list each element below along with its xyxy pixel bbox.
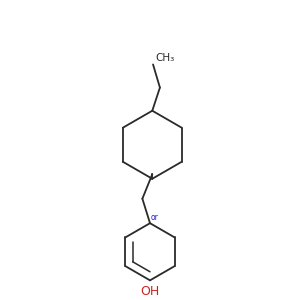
Text: CH₃: CH₃: [155, 52, 175, 63]
Text: or: or: [151, 213, 158, 222]
Text: OH: OH: [140, 285, 160, 298]
